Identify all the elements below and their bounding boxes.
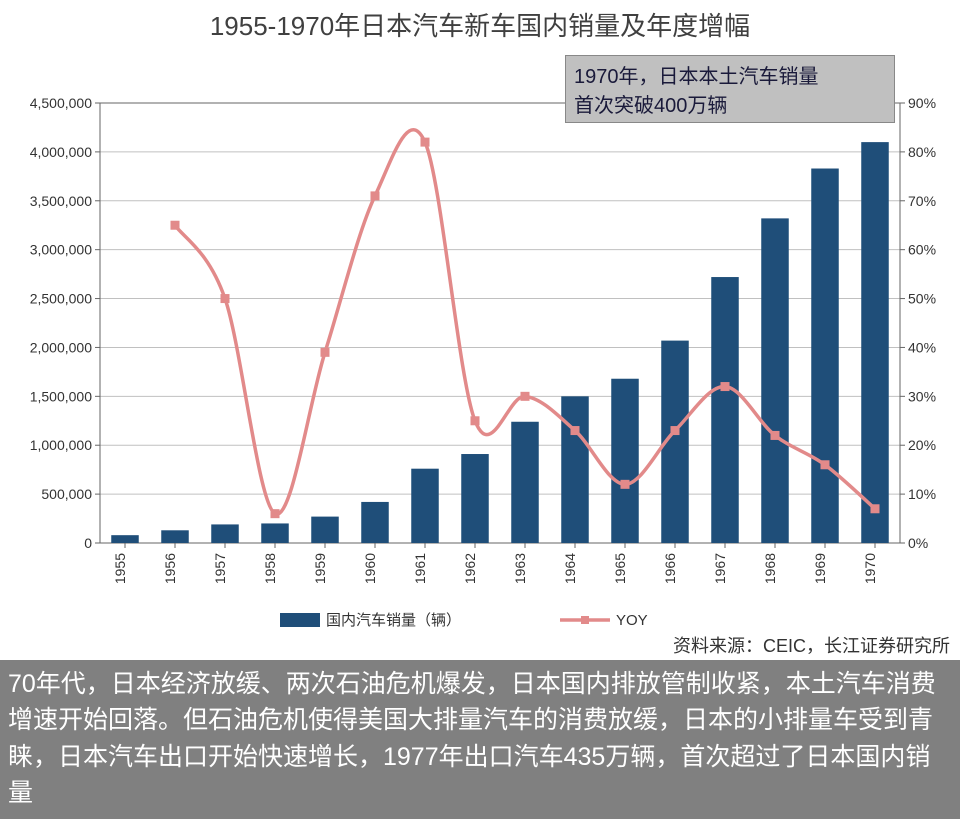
chart-area: 1955-1970年日本汽车新车国内销量及年度增幅 1970年，日本本土汽车销量… bbox=[0, 0, 960, 630]
svg-text:50%: 50% bbox=[908, 291, 936, 307]
svg-text:1955: 1955 bbox=[112, 553, 128, 584]
svg-text:1967: 1967 bbox=[712, 553, 728, 584]
svg-text:3,000,000: 3,000,000 bbox=[30, 242, 92, 258]
svg-text:0: 0 bbox=[84, 535, 92, 551]
svg-text:0%: 0% bbox=[908, 535, 928, 551]
svg-text:1969: 1969 bbox=[812, 553, 828, 584]
svg-text:1965: 1965 bbox=[612, 553, 628, 584]
svg-text:10%: 10% bbox=[908, 486, 936, 502]
svg-text:国内汽车销量（辆）: 国内汽车销量（辆） bbox=[326, 612, 461, 629]
bottom-paragraph: 70年代，日本经济放缓、两次石油危机爆发，日本国内排放管制收紧，本土汽车消费增速… bbox=[0, 660, 960, 819]
svg-text:4,000,000: 4,000,000 bbox=[30, 144, 92, 160]
svg-text:1962: 1962 bbox=[462, 553, 478, 584]
svg-text:40%: 40% bbox=[908, 339, 936, 355]
svg-text:1966: 1966 bbox=[662, 553, 678, 584]
svg-text:500,000: 500,000 bbox=[41, 486, 92, 502]
svg-text:1957: 1957 bbox=[212, 553, 228, 584]
svg-text:3,500,000: 3,500,000 bbox=[30, 193, 92, 209]
page-container: 1955-1970年日本汽车新车国内销量及年度增幅 1970年，日本本土汽车销量… bbox=[0, 0, 960, 819]
svg-text:90%: 90% bbox=[908, 95, 936, 111]
svg-text:80%: 80% bbox=[908, 144, 936, 160]
svg-text:1964: 1964 bbox=[562, 553, 578, 584]
svg-text:4,500,000: 4,500,000 bbox=[30, 95, 92, 111]
svg-text:1963: 1963 bbox=[512, 553, 528, 584]
svg-text:1959: 1959 bbox=[312, 553, 328, 584]
svg-text:1970: 1970 bbox=[862, 553, 878, 584]
chart-title: 1955-1970年日本汽车新车国内销量及年度增幅 bbox=[0, 0, 960, 43]
svg-text:60%: 60% bbox=[908, 242, 936, 258]
svg-text:1956: 1956 bbox=[162, 553, 178, 584]
annotation-box: 1970年，日本本土汽车销量 首次突破400万辆 bbox=[565, 55, 895, 123]
svg-text:1958: 1958 bbox=[262, 553, 278, 584]
chart-svg: 0 500,000 1,000,000 1,500,000 2,000,000 2,500… bbox=[0, 43, 960, 643]
svg-text:1968: 1968 bbox=[762, 553, 778, 584]
svg-text:1,500,000: 1,500,000 bbox=[30, 388, 92, 404]
svg-text:2,000,000: 2,000,000 bbox=[30, 339, 92, 355]
svg-text:70%: 70% bbox=[908, 193, 936, 209]
svg-text:20%: 20% bbox=[908, 437, 936, 453]
svg-text:2,500,000: 2,500,000 bbox=[30, 291, 92, 307]
svg-text:1,000,000: 1,000,000 bbox=[30, 437, 92, 453]
svg-text:1960: 1960 bbox=[362, 553, 378, 584]
svg-text:30%: 30% bbox=[908, 388, 936, 404]
annotation-line1: 1970年，日本本土汽车销量 bbox=[574, 60, 886, 89]
svg-text:YOY: YOY bbox=[616, 612, 648, 629]
annotation-line2: 首次突破400万辆 bbox=[574, 89, 886, 118]
svg-text:1961: 1961 bbox=[412, 553, 428, 584]
